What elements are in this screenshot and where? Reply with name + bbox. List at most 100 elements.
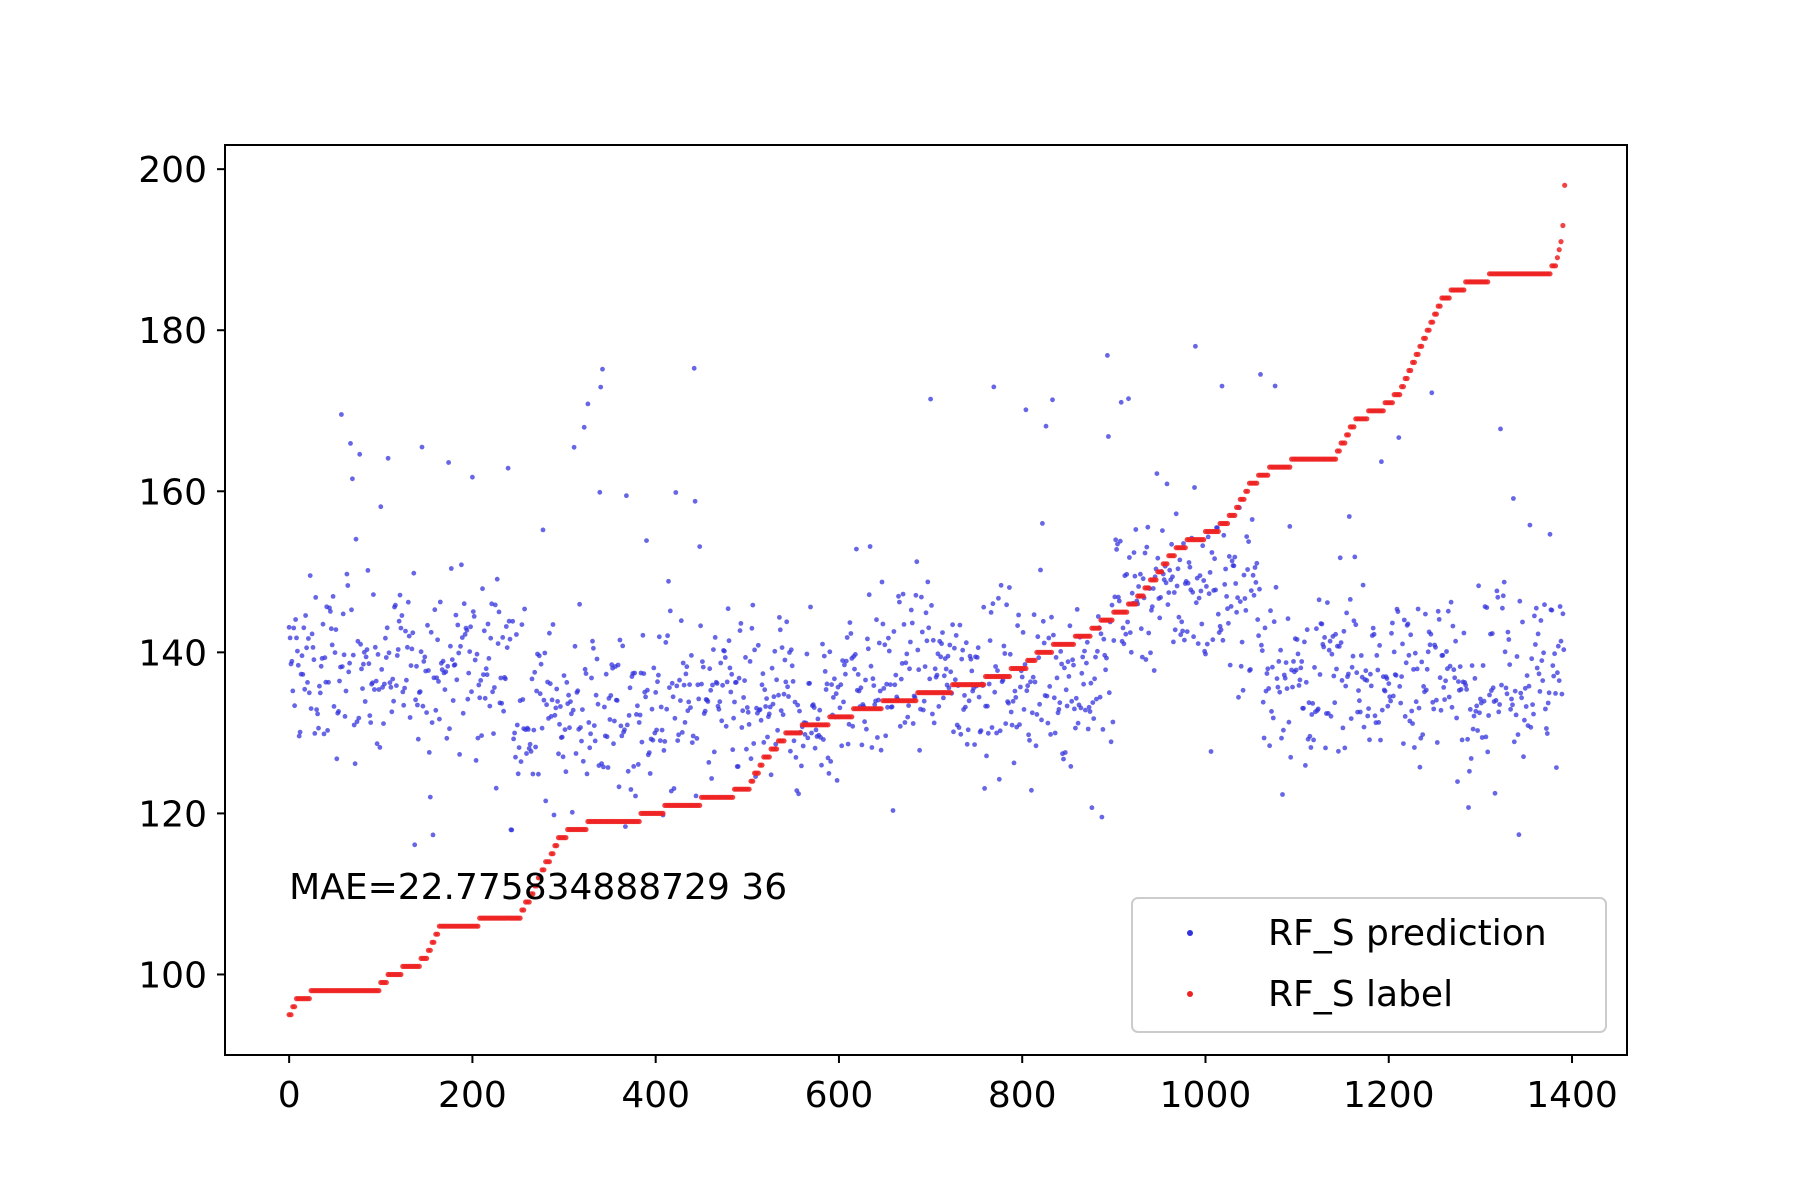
- prediction-point: [1040, 521, 1045, 526]
- prediction-point: [414, 663, 419, 669]
- prediction-point: [893, 672, 899, 678]
- prediction-point: [1087, 709, 1093, 714]
- prediction-point: [755, 642, 761, 648]
- prediction-point: [504, 645, 510, 650]
- prediction-point: [1180, 628, 1185, 634]
- prediction-point: [1104, 655, 1109, 661]
- prediction-point: [667, 608, 673, 614]
- prediction-point: [786, 694, 791, 699]
- prediction-point: [405, 644, 410, 650]
- prediction-point: [511, 736, 516, 742]
- x-tick-label: 1000: [1160, 1075, 1252, 1116]
- prediction-point: [330, 594, 336, 599]
- prediction-point: [498, 675, 504, 681]
- prediction-point: [433, 707, 439, 713]
- prediction-point: [543, 798, 549, 804]
- label-point: [1215, 528, 1221, 535]
- prediction-point: [591, 723, 597, 728]
- prediction-point: [959, 656, 965, 662]
- prediction-point: [1199, 621, 1205, 627]
- legend-box: [1131, 897, 1607, 1033]
- prediction-point: [1327, 638, 1333, 644]
- prediction-point: [1092, 676, 1097, 682]
- prediction-point: [1179, 619, 1185, 625]
- prediction-point: [1303, 763, 1308, 768]
- prediction-point: [303, 613, 308, 618]
- prediction-point: [1428, 631, 1434, 637]
- prediction-point: [855, 672, 861, 677]
- prediction-point: [698, 623, 703, 629]
- prediction-point: [426, 668, 431, 673]
- prediction-point: [1544, 731, 1550, 736]
- prediction-point: [478, 678, 484, 683]
- prediction-point: [917, 747, 922, 753]
- prediction-point: [573, 751, 579, 756]
- prediction-point: [1533, 642, 1538, 647]
- prediction-point: [1047, 684, 1053, 689]
- prediction-point: [958, 731, 964, 737]
- prediction-point: [1526, 683, 1532, 689]
- prediction-point: [1206, 591, 1212, 597]
- prediction-point: [1524, 673, 1530, 678]
- prediction-point: [934, 672, 940, 678]
- label-point: [537, 875, 543, 881]
- prediction-point: [916, 667, 922, 673]
- prediction-point: [870, 676, 876, 682]
- prediction-point: [617, 637, 623, 643]
- prediction-point: [612, 718, 617, 724]
- prediction-point: [1051, 695, 1057, 701]
- prediction-point: [287, 635, 293, 641]
- prediction-point: [1116, 594, 1121, 600]
- prediction-point: [930, 637, 936, 643]
- prediction-point: [745, 709, 751, 715]
- label-point: [1364, 416, 1370, 422]
- prediction-point: [732, 699, 737, 705]
- prediction-point: [811, 705, 817, 710]
- prediction-point: [757, 707, 763, 712]
- prediction-point: [306, 690, 312, 696]
- prediction-point: [1127, 555, 1132, 560]
- prediction-point: [722, 655, 728, 660]
- prediction-point: [871, 683, 877, 688]
- prediction-point: [397, 592, 403, 598]
- prediction-point: [389, 709, 395, 715]
- prediction-point: [527, 741, 533, 747]
- prediction-point: [1536, 671, 1542, 677]
- prediction-point: [850, 723, 856, 729]
- prediction-point: [968, 656, 974, 662]
- prediction-point: [994, 730, 999, 736]
- prediction-point: [725, 606, 731, 612]
- prediction-point: [312, 731, 318, 736]
- label-point: [766, 754, 772, 760]
- prediction-point: [1121, 641, 1127, 647]
- label-point: [1235, 504, 1242, 510]
- prediction-point: [468, 624, 473, 630]
- prediction-point: [375, 652, 381, 657]
- prediction-point: [586, 720, 592, 725]
- prediction-point: [551, 812, 557, 818]
- prediction-point: [385, 455, 391, 461]
- x-axis: 0 200 400 600 800 1000 1200 1400: [278, 1055, 1618, 1116]
- label-point: [1430, 319, 1436, 325]
- prediction-point: [1248, 667, 1253, 672]
- label-point: [1397, 392, 1403, 398]
- prediction-point: [1229, 558, 1235, 564]
- label-point: [1164, 561, 1170, 567]
- prediction-point: [1165, 602, 1171, 607]
- prediction-point: [1517, 598, 1523, 604]
- prediction-point: [483, 666, 489, 672]
- prediction-point: [494, 576, 500, 582]
- prediction-point: [665, 633, 670, 639]
- prediction-point: [513, 754, 518, 760]
- prediction-point: [1069, 698, 1075, 704]
- prediction-point: [990, 601, 996, 607]
- legend-marker-prediction: [1187, 930, 1193, 936]
- legend: RF_S prediction RF_S label: [1131, 897, 1607, 1033]
- prediction-point: [394, 683, 399, 688]
- prediction-point: [812, 745, 818, 751]
- prediction-point: [661, 748, 667, 753]
- prediction-point: [1022, 662, 1028, 667]
- prediction-point: [435, 637, 440, 643]
- prediction-point: [515, 771, 521, 777]
- label-point: [1547, 271, 1553, 277]
